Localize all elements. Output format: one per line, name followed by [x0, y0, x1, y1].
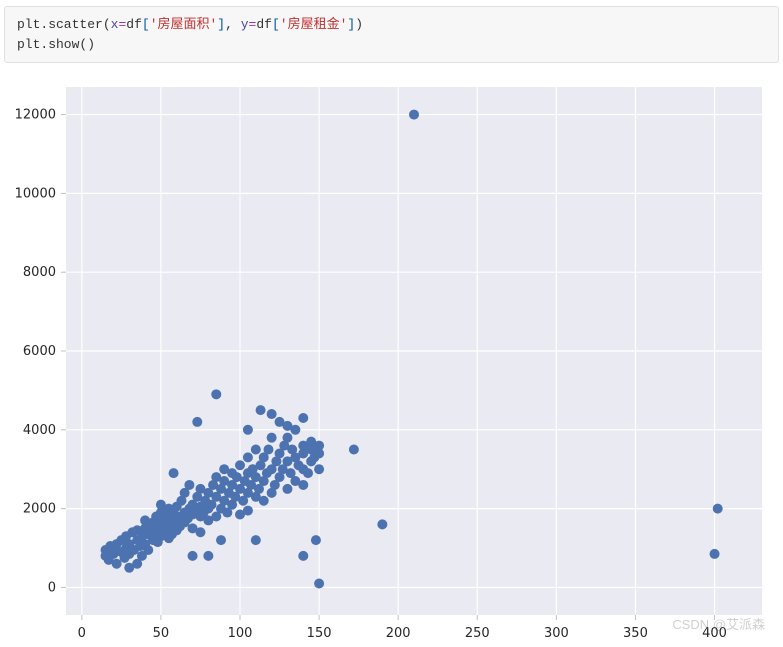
svg-text:10000: 10000 — [15, 186, 56, 201]
svg-text:4000: 4000 — [23, 423, 56, 438]
svg-text:0: 0 — [78, 626, 86, 641]
svg-text:400: 400 — [702, 626, 727, 641]
chart-svg: 0501001502002503003504000200040006000800… — [4, 75, 766, 645]
scatter-chart: 0501001502002503003504000200040006000800… — [0, 69, 783, 647]
svg-text:50: 50 — [153, 626, 170, 641]
svg-text:8000: 8000 — [23, 265, 56, 280]
svg-text:250: 250 — [465, 626, 490, 641]
svg-text:350: 350 — [623, 626, 648, 641]
svg-text:6000: 6000 — [23, 344, 56, 359]
svg-text:100: 100 — [228, 626, 253, 641]
svg-text:2000: 2000 — [23, 502, 56, 517]
svg-text:200: 200 — [386, 626, 411, 641]
svg-text:12000: 12000 — [15, 108, 56, 123]
code-block: plt.scatter(x=df['房屋面积'], y=df['房屋租金']) … — [4, 6, 779, 63]
svg-text:0: 0 — [48, 580, 56, 595]
svg-text:150: 150 — [307, 626, 332, 641]
code-line-2: plt.show() — [17, 35, 766, 55]
svg-text:300: 300 — [544, 626, 569, 641]
code-line-1: plt.scatter(x=df['房屋面积'], y=df['房屋租金']) — [17, 15, 766, 35]
code-text: plt.scatter — [17, 17, 103, 32]
